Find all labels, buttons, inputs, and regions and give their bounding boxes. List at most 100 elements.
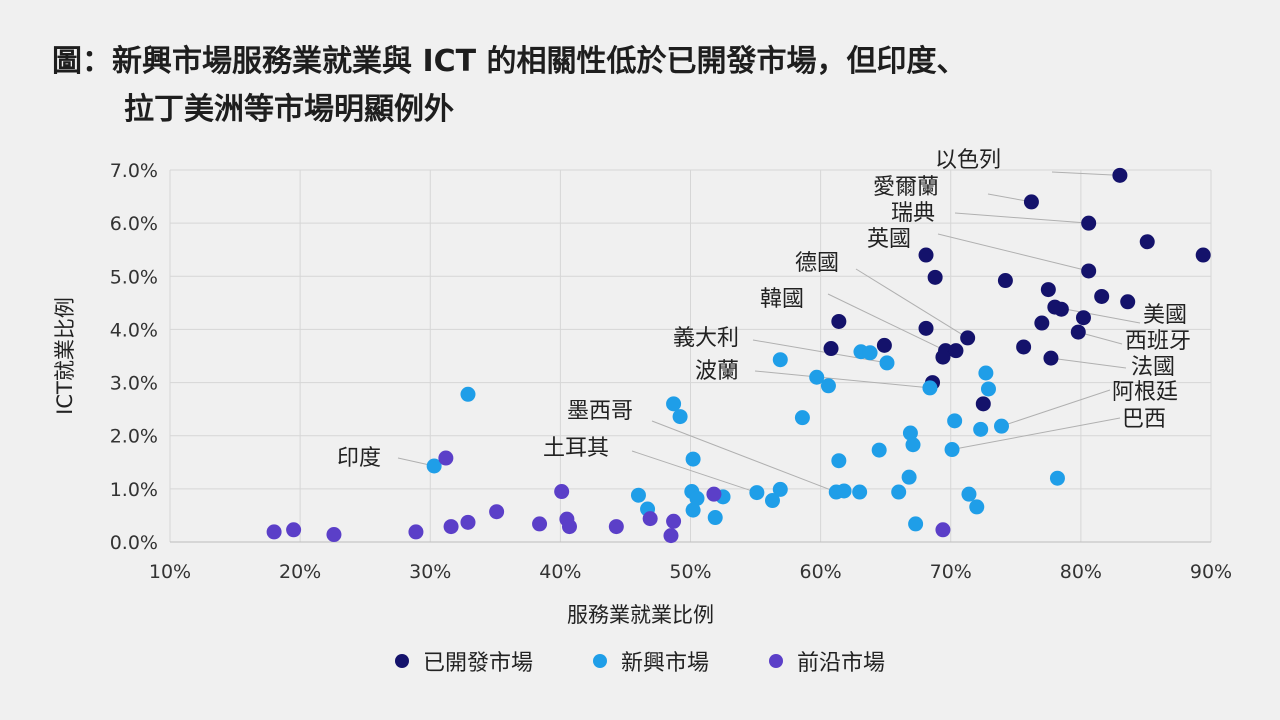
annotation-label: 瑞典	[891, 201, 935, 226]
data-point-series-1	[905, 437, 921, 453]
y-tick-label: 4.0%	[110, 319, 158, 341]
data-point-series-1	[772, 352, 788, 368]
legend-label-developed: 已開發市場	[422, 651, 533, 676]
data-point-series-1	[902, 425, 918, 441]
data-point-series-1	[852, 484, 868, 500]
data-point-series-1	[980, 381, 996, 397]
y-axis-label: ICT就業比例	[53, 297, 77, 415]
y-axis-ticks: 0.0% 1.0% 2.0% 3.0% 4.0% 5.0% 6.0% 7.0%	[110, 160, 158, 554]
data-point-series-2	[443, 519, 459, 535]
data-point-series-2	[561, 519, 577, 535]
title-line-2: 拉丁美洲等市場明顯例外	[124, 92, 454, 127]
data-point-series-2	[532, 516, 548, 532]
annotation-label: 德國	[795, 251, 839, 276]
legend-item-developed: 已開發市場	[394, 645, 533, 677]
data-point-series-1	[908, 516, 924, 532]
data-point-series-2	[666, 513, 682, 529]
title-line-1: 圖：新興市場服務業就業與 ICT 的相關性低於已開發市場，但印度、	[52, 44, 967, 79]
y-tick-label: 3.0%	[110, 373, 158, 395]
legend-marker-emerging	[592, 654, 607, 668]
legend-item-frontier: 前沿市場	[769, 645, 885, 677]
data-point-series-0	[918, 320, 934, 336]
leader-line	[754, 370, 930, 389]
leader-line	[954, 212, 1089, 224]
data-point-series-0	[918, 247, 934, 263]
x-axis-ticks: 10% 20% 30% 40% 50% 60% 70% 80% 90%	[149, 561, 1232, 583]
data-point-series-0	[1081, 263, 1097, 279]
data-point-series-1	[685, 451, 701, 467]
y-tick-label: 6.0%	[110, 213, 158, 235]
data-point-series-1	[862, 345, 878, 361]
data-point-series-2	[706, 486, 722, 502]
y-tick-label: 2.0%	[110, 426, 158, 448]
data-point-series-2	[663, 528, 679, 544]
data-point-series-2	[438, 450, 454, 466]
data-point-series-2	[266, 524, 282, 540]
legend-label-frontier: 前沿市場	[797, 651, 886, 676]
scatter-chart: 10% 20% 30% 40% 50% 60% 70% 80% 90% 0.0% 1.0% 2.0%…	[53, 148, 1232, 627]
data-point-series-0	[1094, 288, 1110, 304]
data-point-series-0	[1112, 167, 1128, 183]
leader-line	[1078, 331, 1123, 345]
data-point-series-0	[1120, 294, 1136, 310]
y-tick-label: 1.0%	[110, 479, 158, 501]
data-point-series-1	[707, 510, 723, 526]
leader-line	[1001, 389, 1111, 427]
data-point-series-1	[969, 499, 985, 515]
data-point-series-1	[685, 502, 701, 518]
x-tick-label: 40%	[539, 561, 581, 583]
data-point-series-2	[642, 511, 658, 527]
annotation-label: 西班牙	[1125, 329, 1191, 354]
x-tick-label: 90%	[1190, 561, 1232, 583]
data-point-series-1	[749, 485, 765, 501]
data-points	[266, 167, 1211, 544]
x-tick-label: 80%	[1060, 561, 1102, 583]
annotation-label: 法國	[1131, 355, 1175, 380]
data-point-series-1	[973, 421, 989, 437]
legend-marker-frontier	[769, 654, 783, 668]
data-point-series-2	[408, 524, 424, 540]
data-point-series-2	[608, 519, 624, 535]
data-point-series-0	[948, 343, 964, 359]
data-point-series-1	[871, 442, 887, 458]
y-tick-label: 7.0%	[110, 160, 158, 182]
data-point-series-1	[460, 386, 476, 402]
data-point-series-1	[630, 487, 646, 503]
data-point-series-0	[1139, 234, 1155, 250]
annotation-label: 愛爾蘭	[873, 175, 939, 200]
data-point-series-0	[1081, 215, 1097, 231]
annotation-label: 韓國	[760, 287, 804, 312]
data-point-series-1	[961, 486, 977, 502]
leader-line	[752, 339, 888, 364]
annotation-label: 義大利	[673, 326, 739, 351]
x-tick-label: 70%	[930, 561, 972, 583]
data-point-series-2	[489, 504, 505, 520]
data-point-series-0	[1075, 310, 1091, 326]
annotation-leader-lines	[397, 171, 1141, 494]
data-point-series-1	[772, 481, 788, 497]
x-tick-label: 30%	[409, 561, 451, 583]
data-point-series-1	[901, 469, 917, 485]
annotation-label: 阿根廷	[1112, 380, 1178, 405]
data-point-series-1	[831, 453, 847, 469]
data-point-series-0	[1043, 350, 1059, 366]
x-axis-label: 服務業就業比例	[567, 603, 714, 627]
data-point-series-0	[927, 269, 943, 285]
y-tick-label: 0.0%	[110, 532, 158, 554]
annotation-label: 巴西	[1122, 407, 1166, 432]
data-point-series-1	[764, 493, 780, 509]
data-point-series-0	[1195, 247, 1211, 263]
annotation-label: 英國	[867, 227, 911, 252]
data-point-series-0	[960, 330, 976, 346]
data-point-series-0	[831, 313, 847, 329]
x-tick-label: 20%	[279, 561, 321, 583]
legend-label-emerging: 新興市場	[620, 651, 709, 676]
annotation-label: 土耳其	[543, 436, 609, 461]
data-point-series-1	[944, 442, 960, 458]
data-point-series-2	[935, 522, 951, 538]
data-point-series-0	[1023, 194, 1039, 210]
data-point-series-0	[1016, 339, 1032, 355]
x-tick-label: 50%	[669, 561, 711, 583]
data-point-series-1	[666, 396, 682, 412]
